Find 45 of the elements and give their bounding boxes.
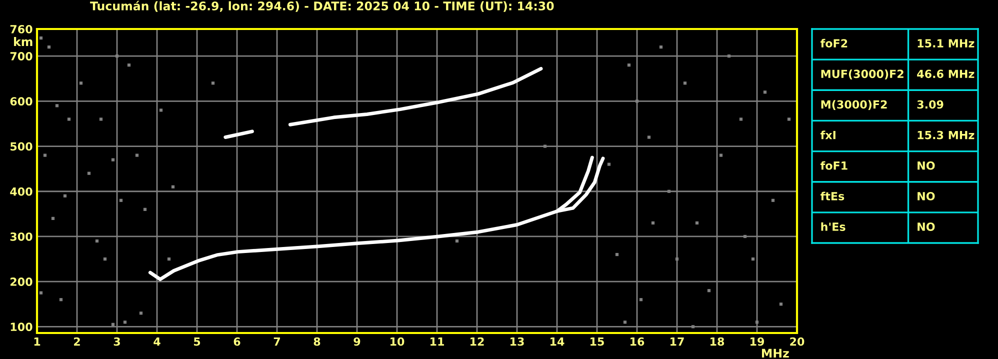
x-tick-label: 13 — [510, 337, 524, 346]
x-tick-label: 5 — [194, 338, 200, 346]
x-axis-title: MHz — [762, 348, 789, 358]
y-tick-label: 760 — [10, 24, 32, 34]
y-tick-label: 400 — [10, 187, 32, 196]
y-tick-label: 700 — [10, 52, 32, 60]
text: 15.3 MHz — [918, 130, 974, 140]
text: foF2 — [820, 38, 848, 48]
text: fxI — [820, 130, 836, 140]
y-tick-label: 200 — [10, 278, 32, 286]
text: h'Es — [821, 222, 846, 231]
text: 46.6 MHz — [917, 70, 974, 78]
text: NO — [918, 161, 935, 170]
y-axis-title: km — [14, 36, 32, 46]
y-tick-label: 300 — [10, 232, 32, 241]
x-tick-label: 1 — [34, 338, 40, 346]
x-tick-label: 11 — [430, 338, 444, 346]
x-tick-label: 2 — [74, 337, 80, 346]
x-tick-label: 10 — [390, 337, 404, 346]
x-tick-label: 3 — [114, 337, 120, 346]
x-tick-label: 20 — [790, 337, 804, 346]
x-tick-label: 9 — [354, 337, 360, 346]
x-tick-label: 14 — [550, 338, 564, 346]
x-tick-label: 6 — [234, 337, 240, 346]
y-tick-label: 600 — [10, 97, 32, 106]
text: foF1 — [820, 161, 848, 170]
x-tick-label: 15 — [590, 338, 604, 346]
text: NO — [918, 222, 935, 231]
text: 15.1 MHz — [918, 39, 974, 48]
text: MUF(3000)F2 — [821, 69, 904, 80]
text: ftEs — [820, 192, 844, 200]
y-tick-label: 500 — [10, 142, 32, 151]
x-tick-label: 16 — [630, 337, 644, 346]
x-tick-label: 19 — [750, 337, 764, 346]
text: NO — [918, 192, 935, 200]
x-tick-label: 8 — [314, 337, 320, 346]
x-tick-label: 7 — [274, 338, 280, 346]
x-tick-label: 18 — [710, 337, 724, 346]
x-tick-label: 4 — [154, 338, 160, 346]
chart-title: Tucumán (lat: -26.9, lon: 294.6) - DATE: 2025 04 10 - TIME (UT): 14:30 — [90, 0, 554, 12]
text: 3.09 — [917, 100, 944, 109]
x-tick-label: 17 — [670, 338, 684, 346]
text: M(3000)F2 — [821, 100, 887, 110]
x-tick-label: 12 — [470, 337, 484, 346]
y-tick-label: 100 — [10, 322, 32, 332]
